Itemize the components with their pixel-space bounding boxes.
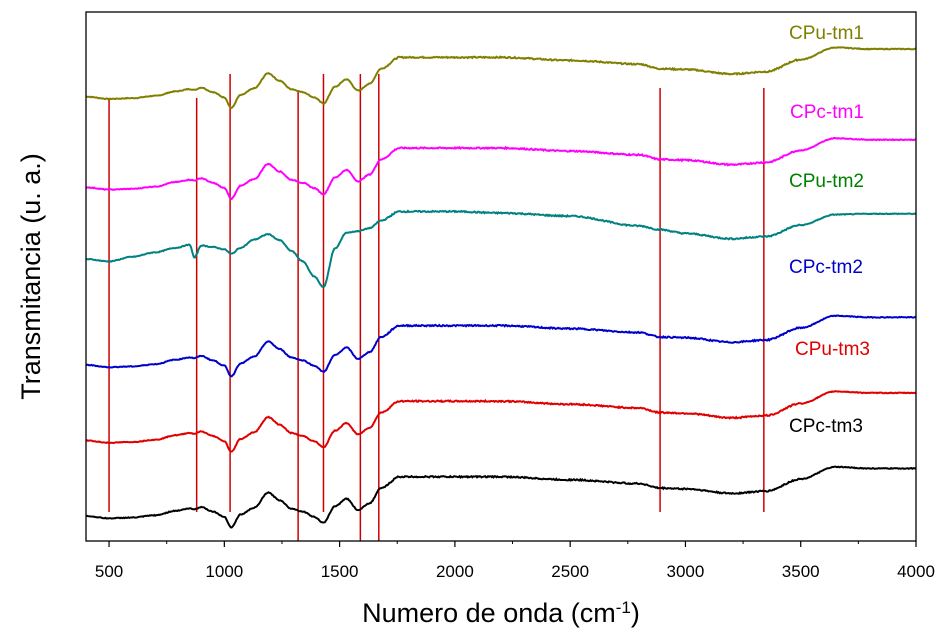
series-lines: [85, 46, 917, 529]
series-label: CPc-tm1: [790, 102, 864, 123]
series-line: [85, 209, 917, 288]
series-line: [85, 465, 917, 529]
x-axis-ticks: 500 1000 1500 2000 2500 3000 3500 4000: [95, 541, 935, 581]
x-tick-label: 1000: [205, 562, 243, 581]
series-line: [85, 390, 917, 453]
x-tick-label: 500: [95, 562, 123, 581]
x-tick-label: 4000: [897, 562, 935, 581]
series-label: CPu-tm3: [795, 339, 870, 360]
reference-lines: [108, 74, 765, 541]
y-axis-title: Transmitancia (u. a.): [16, 153, 46, 400]
series-label: CPc-tm2: [789, 257, 863, 278]
x-tick-label: 2500: [551, 562, 589, 581]
series-label: CPu-tm2: [789, 171, 864, 192]
series-label: CPu-tm1: [789, 23, 864, 44]
x-tick-label: 3500: [782, 562, 820, 581]
series-label: CPc-tm3: [789, 416, 863, 437]
series-labels: CPu-tm1 CPc-tm1 CPu-tm2 CPc-tm2 CPu-tm3 CPc-t…: [789, 23, 870, 437]
series-line: [85, 137, 917, 201]
x-axis-title: Numero de onda (cm-1): [362, 598, 640, 629]
series-line: [85, 314, 917, 378]
plot-frame: [85, 11, 917, 542]
x-tick-label: 1500: [321, 562, 359, 581]
series-line: [86, 46, 917, 109]
x-tick-label: 3000: [667, 562, 705, 581]
x-tick-label: 2000: [436, 562, 474, 581]
